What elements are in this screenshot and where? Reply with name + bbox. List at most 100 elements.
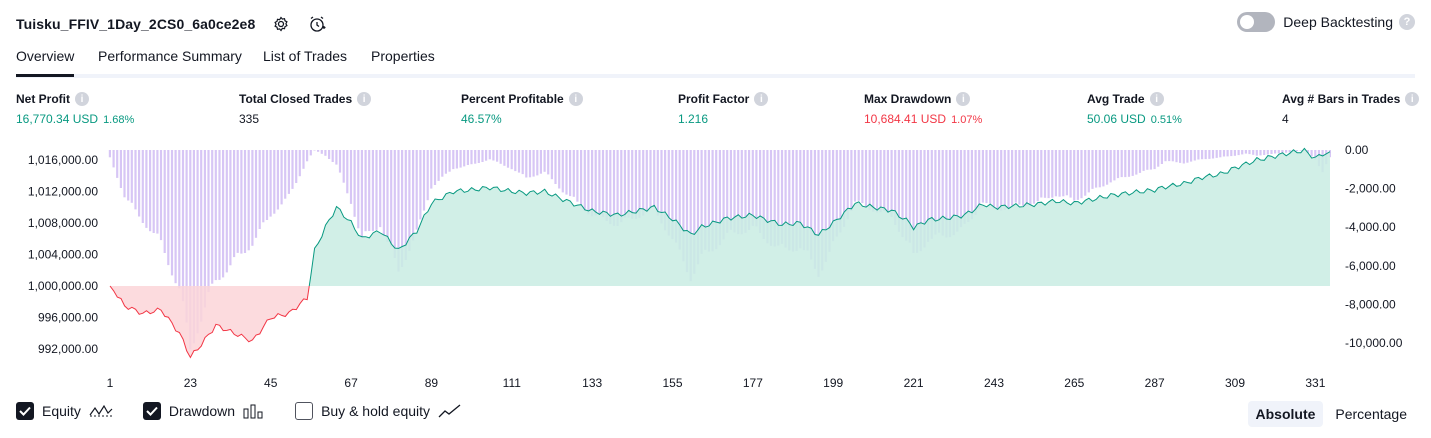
drawdown-bar: [145, 150, 148, 228]
drawdown-bar: [1259, 150, 1262, 156]
absolute-button[interactable]: Absolute: [1247, 401, 1324, 427]
chart-legend: Equity Drawdown Buy & hold equity: [16, 402, 492, 420]
add-alert-icon[interactable]: [307, 14, 327, 34]
drawdown-bar: [335, 150, 338, 165]
drawdown-bar: [1277, 150, 1280, 154]
tab-bar: Overview Performance Summary List of Tra…: [16, 44, 1415, 78]
drawdown-bar: [1285, 150, 1288, 153]
tab-list-of-trades[interactable]: List of Trades: [263, 48, 348, 64]
info-icon[interactable]: i: [568, 92, 583, 106]
equity-checkbox[interactable]: [16, 402, 34, 420]
drawdown-bar: [108, 150, 111, 158]
tab-performance-summary[interactable]: Performance Summary: [98, 48, 242, 64]
drawdown-bar: [233, 150, 236, 258]
drawdown-bar: [974, 150, 977, 215]
drawdown-bar: [463, 150, 466, 167]
equity-profit-line: [110, 147, 1331, 286]
drawdown-bar: [956, 150, 959, 232]
drawdown-bar: [1252, 150, 1255, 155]
drawdown-bar: [528, 150, 532, 178]
drawdown-bar: [1007, 150, 1010, 209]
drawdown-bar: [313, 150, 316, 151]
drawdown-bar: [225, 150, 228, 273]
legend-buy-hold[interactable]: Buy & hold equity: [295, 402, 462, 420]
percentage-button[interactable]: Percentage: [1335, 406, 1407, 422]
toggle-knob: [1240, 15, 1255, 29]
drawdown-bar: [685, 150, 689, 273]
drawdown-bar: [1306, 150, 1310, 154]
drawdown-bar: [846, 150, 849, 220]
drawdown-bar: [149, 150, 152, 232]
drawdown-bar: [532, 150, 535, 177]
drawdown-bar: [1263, 150, 1266, 155]
drawdown-bar: [295, 150, 298, 183]
info-icon[interactable]: i: [754, 92, 769, 106]
drawdown-bar: [1062, 150, 1065, 197]
metric-value: 50.06 USD: [1087, 112, 1146, 126]
scale-mode: Absolute Percentage: [1244, 401, 1416, 427]
drawdown-bar: [1131, 150, 1134, 176]
metric-value: 4: [1282, 112, 1289, 126]
tab-properties[interactable]: Properties: [371, 48, 435, 64]
drawdown-bar: [726, 150, 729, 233]
settings-icon[interactable]: [271, 14, 291, 34]
drawdown-bar: [1095, 150, 1098, 188]
drawdown-bar: [159, 150, 163, 241]
buy-hold-checkbox[interactable]: [295, 402, 314, 420]
drawdown-bar: [1084, 150, 1087, 196]
drawdown-bar: [682, 150, 685, 262]
legend-equity[interactable]: Equity: [16, 402, 113, 420]
info-icon[interactable]: i: [956, 92, 971, 106]
drawdown-bar: [1091, 150, 1094, 189]
drawdown-bar: [280, 150, 283, 205]
equity-drawdown-chart[interactable]: 1,016,000.00 1,012,000.00 1,008,000.00 1,00…: [0, 140, 1431, 398]
drawdown-bars-icon: [243, 403, 265, 419]
metric-profit-factor: Profit Factor i 1.216: [678, 92, 769, 126]
drawdown-bar: [872, 150, 875, 212]
right-axis-tick: -8,000.00: [1345, 297, 1396, 311]
metric-value: 335: [239, 112, 260, 126]
x-axis-tick: 287: [1145, 376, 1165, 390]
drawdown-bar: [503, 150, 506, 166]
info-icon[interactable]: i: [357, 92, 372, 106]
drawdown-bar: [569, 150, 572, 197]
info-icon[interactable]: i: [75, 92, 89, 106]
drawdown-bar: [346, 150, 349, 194]
x-axis-tick: 221: [904, 376, 924, 390]
drawdown-bar: [817, 150, 820, 277]
drawdown-bar: [1032, 150, 1036, 204]
drawdown-bar: [379, 150, 382, 228]
drawdown-bar: [254, 150, 258, 238]
drawdown-bar: [499, 150, 502, 164]
equity-profit-area: [110, 148, 1330, 286]
metric-value: 46.57%: [461, 112, 502, 126]
drawdown-bar: [1222, 150, 1226, 157]
drawdown-bar: [415, 150, 418, 230]
left-axis-tick: 992,000.00: [38, 342, 98, 356]
metric-net-profit: Net Profit i 16,770.34 USD 1.68%: [16, 92, 134, 126]
info-icon[interactable]: i: [1149, 92, 1164, 106]
help-icon[interactable]: ?: [1399, 14, 1415, 30]
drawdown-bar: [448, 150, 451, 172]
drawdown-bar: [536, 150, 539, 176]
drawdown-bar: [930, 150, 933, 239]
drawdown-bar: [813, 150, 816, 269]
x-axis-tick: 133: [582, 376, 602, 390]
drawdown-checkbox[interactable]: [142, 402, 161, 420]
drawdown-bar: [1025, 150, 1028, 207]
right-axis-tick: -10,000.00: [1345, 336, 1403, 350]
x-axis-tick: 23: [184, 376, 198, 390]
drawdown-bar: [554, 150, 557, 184]
info-icon[interactable]: i: [1405, 92, 1420, 106]
drawdown-bar: [660, 150, 663, 224]
metric-avg-trade: Avg Trade i 50.06 USD 0.51%: [1087, 92, 1182, 126]
drawdown-bar: [1153, 150, 1156, 170]
drawdown-bar: [605, 150, 608, 221]
drawdown-bar: [1179, 150, 1182, 163]
drawdown-bar: [517, 150, 521, 173]
drawdown-bar: [616, 150, 619, 226]
drawdown-bar: [284, 150, 287, 199]
deep-backtesting-toggle[interactable]: [1237, 12, 1276, 32]
legend-drawdown[interactable]: Drawdown: [142, 402, 265, 420]
tab-overview[interactable]: Overview: [16, 48, 75, 77]
